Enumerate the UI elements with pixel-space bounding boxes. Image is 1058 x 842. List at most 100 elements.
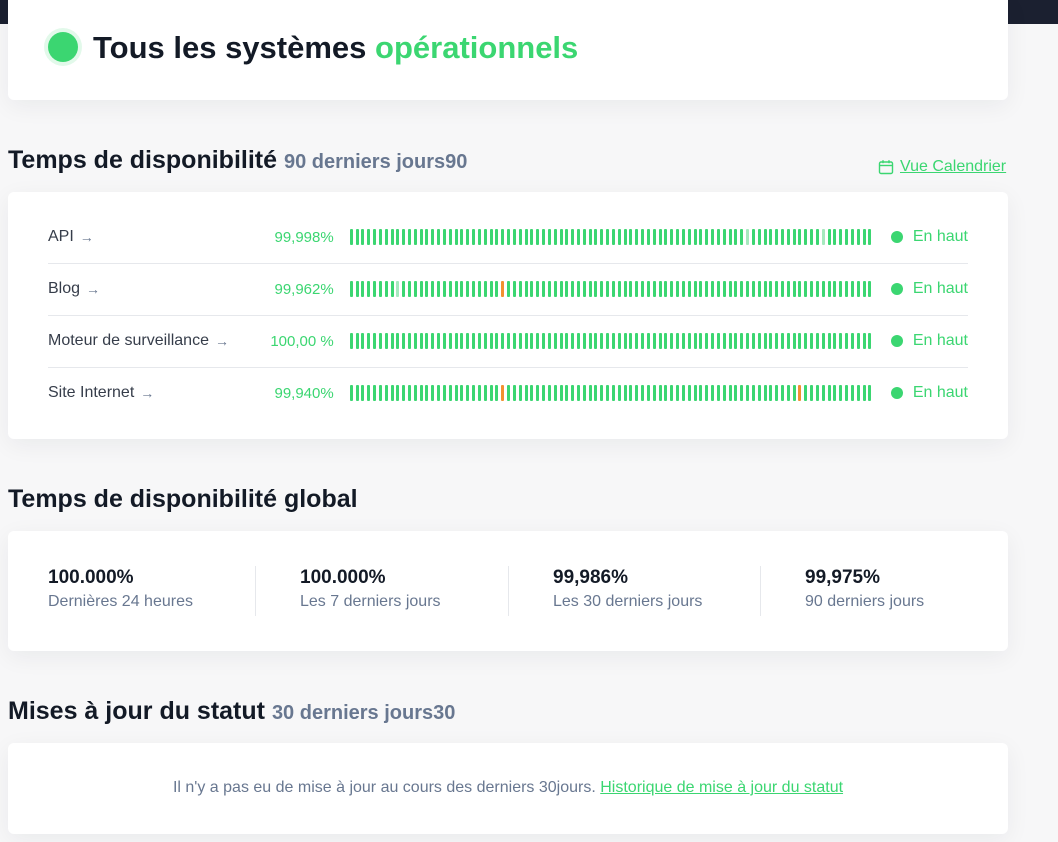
uptime-day-bar[interactable] xyxy=(862,385,866,401)
uptime-day-bar[interactable] xyxy=(804,385,808,401)
uptime-day-bar[interactable] xyxy=(542,229,546,245)
uptime-day-bar[interactable] xyxy=(868,229,872,245)
uptime-day-bar[interactable] xyxy=(454,385,458,401)
uptime-day-bar[interactable] xyxy=(582,385,586,401)
uptime-day-bar[interactable] xyxy=(641,229,645,245)
uptime-day-bar[interactable] xyxy=(711,333,715,349)
uptime-day-bar[interactable] xyxy=(751,333,755,349)
uptime-day-bar[interactable] xyxy=(530,281,534,297)
uptime-day-bar[interactable] xyxy=(827,333,831,349)
uptime-day-bar[interactable] xyxy=(617,385,621,401)
uptime-day-bar[interactable] xyxy=(839,333,843,349)
uptime-day-bar[interactable] xyxy=(652,281,656,297)
uptime-day-bar[interactable] xyxy=(448,385,452,401)
uptime-day-bar[interactable] xyxy=(600,229,604,245)
uptime-day-bar[interactable] xyxy=(501,385,505,401)
uptime-day-bar[interactable] xyxy=(716,385,720,401)
uptime-day-bar[interactable] xyxy=(390,281,394,297)
uptime-day-bar[interactable] xyxy=(565,281,569,297)
uptime-day-bar[interactable] xyxy=(810,333,814,349)
uptime-day-bar[interactable] xyxy=(635,385,639,401)
uptime-day-bar[interactable] xyxy=(646,385,650,401)
uptime-day-bar[interactable] xyxy=(472,229,476,245)
uptime-day-bar[interactable] xyxy=(407,385,411,401)
uptime-day-bar[interactable] xyxy=(594,281,598,297)
uptime-day-bar[interactable] xyxy=(402,229,406,245)
uptime-day-bar[interactable] xyxy=(833,229,837,245)
uptime-day-bar[interactable] xyxy=(699,229,703,245)
uptime-day-bar[interactable] xyxy=(542,333,546,349)
uptime-day-bar[interactable] xyxy=(815,333,819,349)
uptime-day-bar[interactable] xyxy=(571,385,575,401)
uptime-day-bar[interactable] xyxy=(623,281,627,297)
uptime-day-bar[interactable] xyxy=(594,229,598,245)
uptime-day-bar[interactable] xyxy=(536,281,540,297)
uptime-day-bar[interactable] xyxy=(477,333,481,349)
uptime-day-bar[interactable] xyxy=(711,229,715,245)
status-history-link[interactable]: Historique de mise à jour du statut xyxy=(600,779,844,796)
uptime-day-bar[interactable] xyxy=(792,281,796,297)
uptime-day-bar[interactable] xyxy=(460,281,464,297)
uptime-day-bar[interactable] xyxy=(547,229,551,245)
uptime-day-bar[interactable] xyxy=(786,281,790,297)
uptime-day-bar[interactable] xyxy=(402,333,406,349)
uptime-day-bar[interactable] xyxy=(454,333,458,349)
uptime-day-bar[interactable] xyxy=(419,385,423,401)
uptime-day-bar[interactable] xyxy=(588,333,592,349)
uptime-day-bar[interactable] xyxy=(355,229,359,245)
uptime-day-bar[interactable] xyxy=(373,281,377,297)
uptime-day-bar[interactable] xyxy=(419,281,423,297)
uptime-day-bar[interactable] xyxy=(821,333,825,349)
uptime-day-bar[interactable] xyxy=(810,229,814,245)
uptime-day-bar[interactable] xyxy=(850,281,854,297)
uptime-day-bar[interactable] xyxy=(524,281,528,297)
uptime-day-bar[interactable] xyxy=(367,229,371,245)
uptime-day-bar[interactable] xyxy=(472,333,476,349)
uptime-day-bar[interactable] xyxy=(740,281,744,297)
uptime-day-bar[interactable] xyxy=(349,333,353,349)
uptime-day-bar[interactable] xyxy=(460,229,464,245)
uptime-day-bar[interactable] xyxy=(751,229,755,245)
uptime-day-bar[interactable] xyxy=(815,229,819,245)
calendar-view-link[interactable]: Vue Calendrier xyxy=(878,158,1006,176)
uptime-day-bar[interactable] xyxy=(681,385,685,401)
uptime-day-bar[interactable] xyxy=(728,333,732,349)
uptime-day-bar[interactable] xyxy=(407,229,411,245)
uptime-day-bar[interactable] xyxy=(763,229,767,245)
uptime-day-bar[interactable] xyxy=(518,229,522,245)
uptime-day-bar[interactable] xyxy=(501,281,505,297)
uptime-day-bar[interactable] xyxy=(565,229,569,245)
uptime-day-bar[interactable] xyxy=(442,385,446,401)
uptime-day-bar[interactable] xyxy=(664,333,668,349)
uptime-day-bar[interactable] xyxy=(448,333,452,349)
uptime-day-bar[interactable] xyxy=(507,385,511,401)
uptime-day-bar[interactable] xyxy=(355,333,359,349)
uptime-day-bar[interactable] xyxy=(600,385,604,401)
uptime-day-bar[interactable] xyxy=(699,281,703,297)
uptime-day-bar[interactable] xyxy=(868,281,872,297)
uptime-day-bar[interactable] xyxy=(611,281,615,297)
uptime-day-bar[interactable] xyxy=(547,333,551,349)
uptime-day-bar[interactable] xyxy=(635,333,639,349)
uptime-day-bar[interactable] xyxy=(786,385,790,401)
uptime-day-bar[interactable] xyxy=(629,281,633,297)
uptime-day-bar[interactable] xyxy=(786,333,790,349)
uptime-day-bar[interactable] xyxy=(413,333,417,349)
uptime-day-bar[interactable] xyxy=(378,229,382,245)
uptime-day-bar[interactable] xyxy=(763,281,767,297)
uptime-day-bar[interactable] xyxy=(769,281,773,297)
uptime-day-bar[interactable] xyxy=(536,229,540,245)
uptime-day-bar[interactable] xyxy=(431,385,435,401)
uptime-day-bar[interactable] xyxy=(839,229,843,245)
uptime-day-bar[interactable] xyxy=(856,281,860,297)
uptime-day-bar[interactable] xyxy=(728,229,732,245)
uptime-day-bar[interactable] xyxy=(833,333,837,349)
uptime-day-bar[interactable] xyxy=(413,281,417,297)
uptime-day-bar[interactable] xyxy=(501,229,505,245)
uptime-day-bar[interactable] xyxy=(623,333,627,349)
uptime-day-bar[interactable] xyxy=(413,229,417,245)
uptime-day-bar[interactable] xyxy=(751,385,755,401)
uptime-day-bar[interactable] xyxy=(431,333,435,349)
uptime-day-bar[interactable] xyxy=(431,229,435,245)
uptime-day-bar[interactable] xyxy=(623,385,627,401)
